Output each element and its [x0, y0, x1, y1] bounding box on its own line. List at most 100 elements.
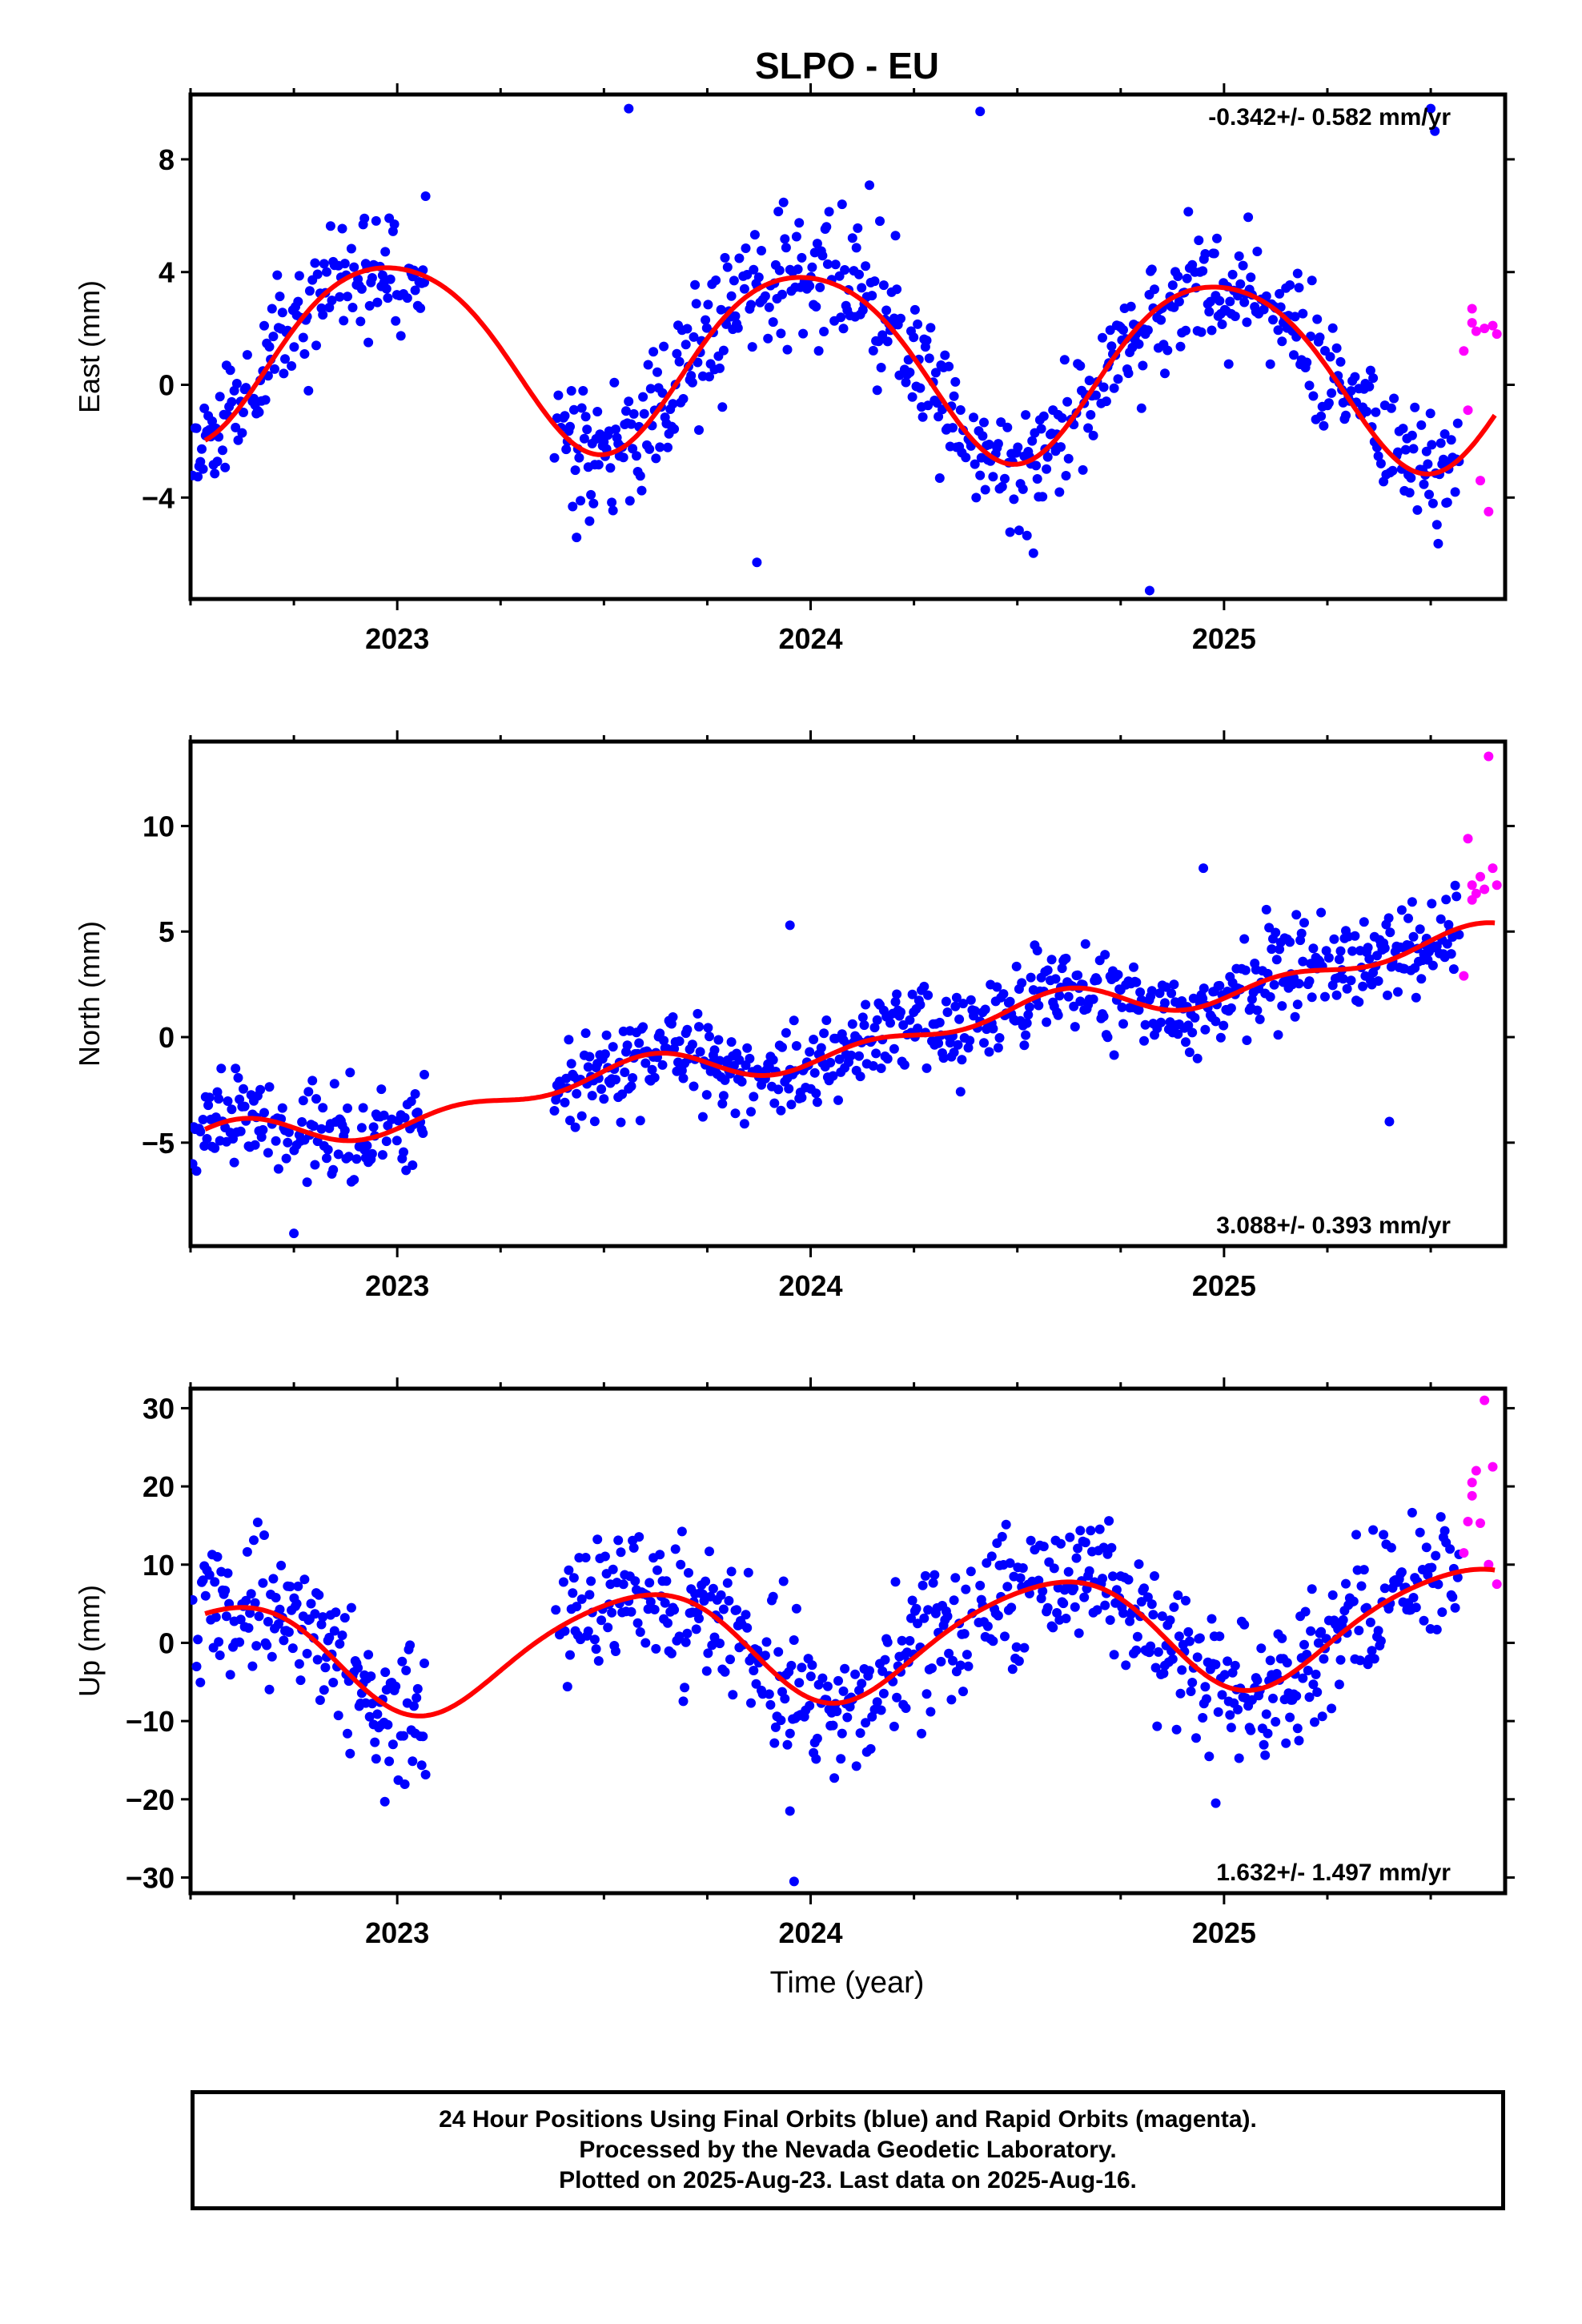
final-orbit-point: [1034, 1000, 1044, 1011]
final-orbit-point: [1146, 264, 1157, 275]
final-orbit-point: [962, 1650, 972, 1660]
final-orbit-point: [898, 1020, 909, 1030]
final-orbit-point: [628, 444, 638, 454]
final-orbit-point: [640, 1638, 651, 1648]
final-orbit-point: [1121, 1660, 1131, 1671]
up-panel: Up (mm) −30 −20 −10 0 10 20 30 2023 2024 2025 1.632…: [73, 1377, 1515, 1949]
final-orbit-point: [701, 1576, 711, 1586]
final-orbit-point: [1291, 1691, 1302, 1701]
final-orbit-point: [980, 1004, 990, 1015]
final-orbit-point: [705, 1546, 714, 1557]
final-orbit-point: [992, 982, 1002, 992]
final-orbit-point: [1200, 249, 1211, 259]
final-orbit-point: [1323, 398, 1334, 408]
final-orbit-point: [1191, 1733, 1201, 1743]
x-tick-label: 2023: [365, 1916, 429, 1949]
final-orbit-point: [1431, 1550, 1441, 1561]
final-orbit-point: [1234, 1753, 1244, 1763]
final-orbit-point: [1403, 913, 1413, 923]
x-tick-label: 2024: [778, 622, 842, 655]
final-orbit-point: [812, 1733, 822, 1743]
final-orbit-point: [418, 1731, 428, 1742]
final-orbit-point: [565, 421, 575, 432]
final-orbit-point: [961, 1584, 971, 1594]
final-orbit-point: [198, 1115, 208, 1124]
final-orbit-point: [913, 1023, 923, 1034]
final-orbit-point: [892, 989, 902, 999]
x-tick-label: 2023: [365, 622, 429, 655]
final-orbit-point: [1098, 382, 1109, 392]
final-orbit-point: [649, 1072, 660, 1083]
final-orbit-point: [387, 1739, 398, 1750]
final-orbit-point: [926, 323, 936, 333]
final-orbit-point: [1113, 970, 1123, 980]
final-orbit-point: [1441, 895, 1452, 905]
final-orbit-point: [256, 1132, 267, 1142]
final-orbit-point: [1013, 442, 1023, 452]
final-orbit-point: [568, 1573, 579, 1583]
final-orbit-point: [689, 1081, 699, 1092]
final-orbit-point: [1246, 272, 1256, 283]
final-orbit-point: [1212, 233, 1222, 243]
final-orbit-point: [1408, 1593, 1419, 1602]
final-orbit-point: [275, 1604, 285, 1614]
final-orbit-point: [1056, 1538, 1066, 1549]
final-orbit-point: [776, 1715, 786, 1726]
final-orbit-point: [576, 1594, 587, 1604]
final-orbit-point: [876, 1705, 886, 1715]
final-orbit-point: [1312, 1687, 1323, 1697]
final-orbit-point: [277, 1103, 287, 1113]
y-tick-label: −30: [126, 1861, 175, 1894]
final-orbit-point: [872, 1015, 882, 1025]
final-orbit-point: [420, 1770, 431, 1779]
final-orbit-point: [773, 1647, 784, 1657]
final-orbit-point: [297, 1117, 307, 1127]
final-orbit-point: [1317, 1711, 1327, 1722]
final-orbit-point: [949, 1595, 959, 1606]
final-orbit-point: [622, 1040, 632, 1051]
final-orbit-point: [805, 1047, 815, 1057]
final-orbit-point: [237, 428, 247, 438]
final-orbit-point: [405, 1640, 416, 1651]
final-orbit-point: [760, 291, 770, 301]
final-orbit-point: [408, 1756, 418, 1767]
final-orbit-point: [1173, 1029, 1183, 1039]
final-orbit-point: [828, 1720, 838, 1731]
final-orbit-point: [780, 234, 790, 244]
final-orbit-point: [588, 498, 599, 509]
final-orbit-point: [370, 1737, 380, 1747]
final-orbit-point: [917, 1580, 928, 1590]
final-orbit-point: [674, 1631, 685, 1642]
final-orbit-point: [366, 1671, 376, 1682]
final-orbit-point: [1026, 972, 1036, 983]
y-tick-label: 30: [143, 1392, 175, 1425]
final-orbit-point: [1075, 360, 1086, 371]
final-orbit-point: [353, 1663, 363, 1673]
final-orbit-point: [299, 349, 310, 359]
rapid-orbit-point: [1459, 346, 1469, 356]
final-orbit-point: [319, 1685, 329, 1695]
final-orbit-point: [576, 1111, 587, 1121]
final-orbit-point: [890, 1577, 901, 1587]
final-orbit-point: [1435, 438, 1446, 448]
final-orbit-point: [749, 1666, 759, 1675]
final-orbit-point: [674, 1036, 685, 1047]
final-orbit-point: [1183, 1020, 1194, 1031]
final-orbit-point: [198, 464, 208, 474]
final-orbit-point: [1259, 1739, 1269, 1750]
final-orbit-point: [838, 1686, 849, 1696]
rapid-orbit-point: [1471, 1466, 1481, 1476]
final-orbit-point: [638, 1022, 648, 1032]
final-orbit-point: [420, 191, 431, 201]
final-orbit-point: [840, 265, 850, 275]
final-orbit-point: [1446, 435, 1456, 445]
final-orbit-point: [312, 1655, 323, 1665]
final-orbit-point: [1306, 1626, 1316, 1636]
final-orbit-point: [1073, 970, 1083, 980]
final-orbit-point: [657, 1059, 668, 1070]
final-orbit-point: [210, 1143, 220, 1153]
final-orbit-point: [298, 332, 308, 343]
final-orbit-point: [1080, 1538, 1090, 1548]
final-orbit-point: [592, 1534, 603, 1545]
final-orbit-point: [616, 1117, 626, 1128]
